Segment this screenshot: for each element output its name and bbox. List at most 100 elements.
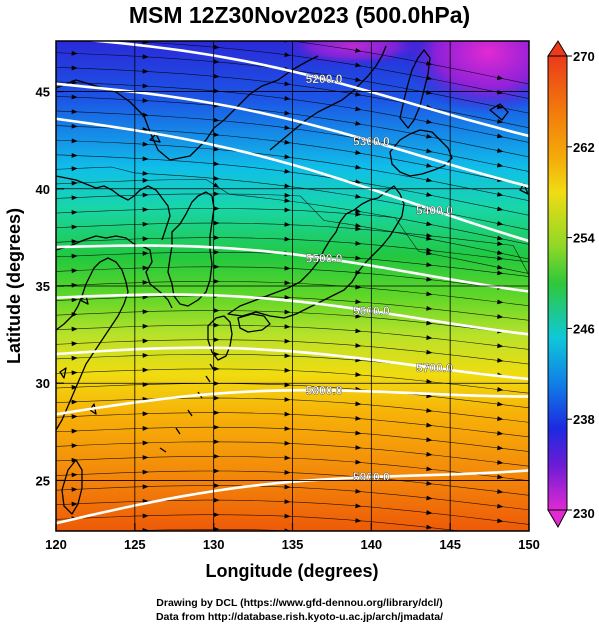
wind-arrow xyxy=(284,81,291,87)
wind-arrow xyxy=(496,104,504,110)
wind-arrow xyxy=(497,562,504,567)
wind-arrow xyxy=(497,533,504,538)
wind-arrow xyxy=(426,378,433,384)
wind-arrow xyxy=(142,170,149,176)
wind-arrow xyxy=(213,249,220,255)
wind-arrow xyxy=(496,133,504,139)
wind-arrow xyxy=(426,422,433,428)
wind-arrow xyxy=(142,367,149,373)
wind-arrow xyxy=(71,501,78,507)
wind-arrow xyxy=(142,323,149,329)
wind-arrow xyxy=(284,183,291,189)
wind-arrow xyxy=(213,308,220,313)
colorbar-scale xyxy=(547,55,568,511)
x-tick-label: 125 xyxy=(124,537,146,552)
wind-arrow xyxy=(284,198,291,203)
wind-arrow xyxy=(497,503,504,509)
wind-arrow xyxy=(284,96,291,101)
wind-arrow xyxy=(142,236,149,242)
wind-arrow xyxy=(71,472,78,478)
wind-arrow xyxy=(355,208,362,214)
y-tick-label: 25 xyxy=(36,473,50,488)
coastline-sakhalin xyxy=(399,49,431,129)
wind-arrow xyxy=(426,320,433,326)
wind-arrow xyxy=(71,399,78,405)
wind-arrow xyxy=(213,322,220,328)
wind-arrow xyxy=(496,118,504,124)
wind-arrow xyxy=(142,68,149,74)
wind-arrow xyxy=(71,253,78,259)
wind-arrow xyxy=(71,153,78,158)
wind-arrow xyxy=(142,41,149,45)
wind-arrow xyxy=(355,415,362,421)
wind-arrow xyxy=(497,518,504,524)
wind-arrow xyxy=(497,314,504,319)
wind-arrow xyxy=(71,65,78,71)
wind-arrow xyxy=(284,192,291,198)
wind-arrow xyxy=(426,437,433,443)
coastline-japan-hokkaido xyxy=(389,129,453,177)
map-area: 5200.05300.05400.05500.05600.05700.05800… xyxy=(36,40,540,567)
wind-arrow xyxy=(213,175,220,181)
wind-arrow xyxy=(497,343,504,349)
x-tick-label: 140 xyxy=(360,537,382,552)
wind-arrow xyxy=(355,164,362,170)
wind-arrow xyxy=(142,309,149,315)
wind-arrow xyxy=(71,50,78,56)
x-tick-label: 120 xyxy=(45,537,67,552)
wind-arrow xyxy=(284,455,291,461)
wind-arrow xyxy=(284,280,291,286)
contour-label: 5200.0 xyxy=(306,72,343,86)
map-title: MSM 12Z30Nov2023 (500.0hPa) xyxy=(128,2,471,28)
wind-arrow xyxy=(71,370,78,376)
wind-arrow xyxy=(496,75,504,80)
wind-arrow xyxy=(426,349,433,355)
wind-arrow xyxy=(496,235,504,241)
wind-arrow xyxy=(355,445,362,450)
map-grid xyxy=(56,41,529,531)
wind-arrow xyxy=(142,83,149,89)
coastline-japan-shikoku xyxy=(237,313,271,333)
x-tick-label: 145 xyxy=(439,537,461,552)
credit-drawing: Drawing by DCL (https://www.gfd-dennou.o… xyxy=(156,597,443,609)
wind-arrow xyxy=(355,255,362,261)
wind-arrow xyxy=(213,337,220,343)
wind-arrow xyxy=(355,179,362,185)
contour-label: 5700.0 xyxy=(416,361,453,375)
wind-arrow xyxy=(284,125,291,130)
wind-arrow xyxy=(213,44,220,50)
wind-arrow xyxy=(213,410,220,416)
wind-arrow xyxy=(284,367,291,373)
wind-arrow xyxy=(426,133,433,139)
wind-arrow xyxy=(355,193,362,199)
x-tick-label: 135 xyxy=(282,537,304,552)
wind-arrow xyxy=(497,387,504,392)
wind-arrow xyxy=(71,123,78,129)
wind-arrow xyxy=(355,401,362,407)
wind-arrow xyxy=(213,453,220,459)
coastline-taiwan xyxy=(61,459,83,515)
wind-arrow xyxy=(355,226,362,232)
wind-arrow xyxy=(355,313,362,319)
wind-arrow xyxy=(426,408,433,413)
wind-arrow xyxy=(142,207,149,213)
wind-arrow xyxy=(71,297,78,303)
wind-arrow xyxy=(355,372,362,377)
wind-arrow xyxy=(284,222,291,227)
wind-arrow xyxy=(142,192,149,198)
wind-arrow xyxy=(284,168,291,174)
wind-arrow xyxy=(142,141,149,147)
wind-arrow xyxy=(213,468,220,474)
wind-arrow xyxy=(142,221,149,227)
wind-arrow xyxy=(71,326,78,332)
colorbar-tick-label: 238 xyxy=(573,412,595,427)
wind-arrow xyxy=(497,416,504,422)
wind-arrow xyxy=(496,191,504,197)
wind-arrow xyxy=(497,299,504,305)
wind-arrow xyxy=(71,414,78,419)
wind-arrow xyxy=(71,180,78,186)
wind-arrow xyxy=(142,469,149,475)
wind-arrow xyxy=(284,324,291,330)
wind-arrow xyxy=(71,109,78,115)
